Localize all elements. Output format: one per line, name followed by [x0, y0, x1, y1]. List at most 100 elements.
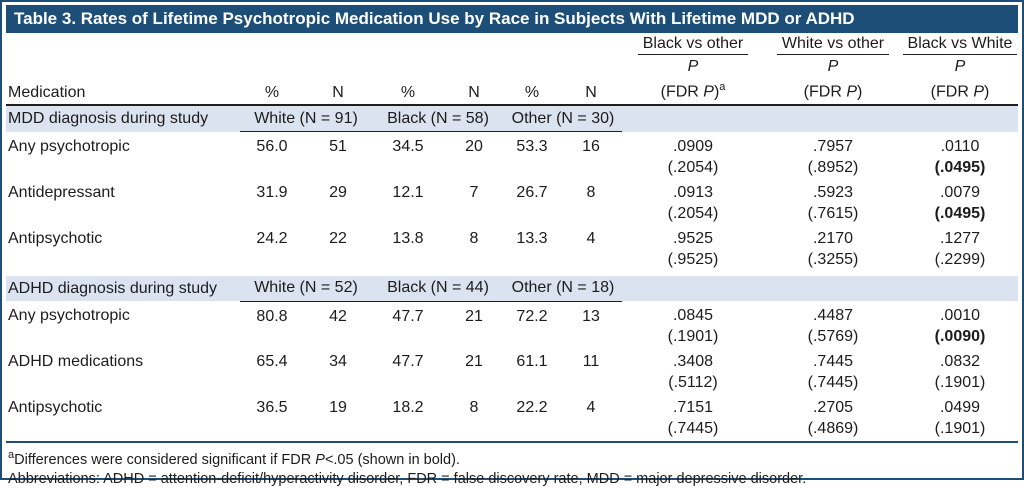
p-value: .5923	[812, 183, 854, 201]
p-value-cell: .9525 (.9525)	[622, 224, 764, 270]
footnote-line: aDifferences were considered significant…	[8, 449, 460, 469]
p-value: .7151	[672, 399, 714, 417]
p-value: .7957	[812, 137, 854, 155]
p-value-cell: .4487 (.5769)	[764, 301, 902, 347]
fdr-p-value: (.7445)	[667, 420, 719, 438]
race-group-header: Black (N = 58)	[372, 105, 504, 133]
medication-name: Antipsychotic	[8, 229, 103, 247]
value-cell: 4	[586, 399, 596, 417]
p-value-cell: .0832 (.1901)	[902, 347, 1018, 393]
p-value: .0832	[939, 353, 981, 371]
data-table: Medication % N % N % N Black vs other P …	[6, 35, 1018, 439]
value-cell: 13	[582, 307, 600, 325]
header-white-vs-other: White vs other P (FDR P)	[764, 35, 902, 107]
p-value: .0499	[939, 399, 981, 417]
p-value-cell: .7151 (.7445)	[622, 393, 764, 439]
group-row: MDD diagnosis during study White (N = 91)…	[6, 105, 1018, 133]
group-name: MDD diagnosis during study	[6, 105, 240, 132]
pct-header-other: %	[504, 35, 560, 107]
fdr-p-value: (.0495)	[934, 204, 986, 222]
value-cell: 56.0	[256, 138, 288, 156]
p-value: .4487	[812, 307, 854, 325]
p-value: .0010	[939, 307, 981, 325]
medication-name: Any psychotropic	[8, 137, 130, 155]
p-value: .0110	[940, 137, 980, 155]
value-cell: 12.1	[392, 183, 424, 201]
group-band-fill	[622, 275, 764, 302]
header-black-vs-other: Black vs other P (FDR P)a	[622, 35, 764, 107]
value-cell: 22.2	[516, 399, 548, 417]
p-symbol: P	[687, 58, 699, 75]
p-value: .7445	[812, 353, 854, 371]
value-cell: 31.9	[256, 183, 288, 201]
group-band-fill	[764, 275, 902, 302]
p-value-cell: .7957 (.8952)	[764, 132, 902, 178]
fdr-p-value: (.0495)	[934, 158, 986, 176]
fdr-p-value: (.2054)	[667, 158, 719, 176]
fdr-p-value: (.0090)	[934, 328, 986, 346]
header-row: Medication % N % N % N Black vs other P …	[6, 35, 1018, 107]
table-row: Any psychotropic 80.8 42 47.7 21 72.2 13 .0845 (…	[6, 301, 1018, 347]
p-value: .1277	[939, 229, 981, 247]
p-value: .0909	[672, 137, 714, 155]
fdr-p-label: (FDR P)	[930, 83, 990, 101]
comparison-label: Black vs White	[902, 35, 1018, 55]
medication-name: Antidepressant	[8, 183, 115, 201]
p-value-cell: .0909 (.2054)	[622, 132, 764, 178]
value-cell: 21	[465, 353, 483, 371]
p-value: .0845	[672, 307, 714, 325]
fdr-p-value: (.4869)	[807, 420, 859, 438]
value-cell: 42	[329, 307, 347, 325]
medication-name: Antipsychotic	[8, 399, 103, 417]
p-value: .2705	[812, 399, 854, 417]
fdr-p-label: (FDR P)	[803, 83, 863, 101]
table-row: ADHD medications 65.4 34 47.7 21 61.1 11 .3408 (…	[6, 347, 1018, 393]
p-value-cell: .0913 (.2054)	[622, 178, 764, 224]
p-value-cell: .0845 (.1901)	[622, 301, 764, 347]
value-cell: 65.4	[256, 353, 288, 371]
header-black-vs-white: Black vs White P (FDR P)	[902, 35, 1018, 107]
table-row: Antidepressant 31.9 29 12.1 7 26.7 8 .0913 (.205…	[6, 178, 1018, 224]
fdr-p-value: (.8952)	[807, 158, 859, 176]
fdr-p-value: (.9525)	[667, 250, 719, 268]
fdr-p-value: (.7445)	[807, 374, 859, 392]
pct-header-white: %	[240, 35, 304, 107]
medication-name: ADHD medications	[8, 353, 144, 371]
value-cell: 8	[469, 229, 479, 247]
p-value-cell: .1277 (.2299)	[902, 224, 1018, 270]
fdr-p-value: (.1901)	[934, 374, 986, 392]
fdr-p-label: (FDR P)a	[660, 81, 726, 101]
value-cell: 18.2	[392, 399, 424, 417]
p-value-cell: .0110 (.0495)	[902, 132, 1018, 178]
fdr-p-value: (.7615)	[807, 204, 859, 222]
value-cell: 53.3	[516, 138, 548, 156]
value-cell: 29	[329, 183, 347, 201]
p-value: .9525	[672, 229, 714, 247]
value-cell: 34	[329, 353, 347, 371]
value-cell: 36.5	[256, 399, 288, 417]
n-header-other: N	[560, 35, 622, 107]
group-band-fill	[902, 275, 1018, 302]
group-band-fill	[622, 105, 764, 132]
group-band-fill	[764, 105, 902, 132]
n-header-black: N	[444, 35, 504, 107]
table-row: Antipsychotic 24.2 22 13.8 8 13.3 4 .9525 (.9525…	[6, 224, 1018, 270]
medication-name: Any psychotropic	[8, 307, 130, 325]
value-cell: 80.8	[256, 307, 288, 325]
value-cell: 16	[582, 138, 600, 156]
p-value: .2170	[812, 229, 854, 247]
p-value-cell: .3408 (.5112)	[622, 347, 764, 393]
value-cell: 34.5	[392, 138, 424, 156]
fdr-p-value: (.2299)	[934, 250, 986, 268]
p-value-cell: .2705 (.4869)	[764, 393, 902, 439]
p-value-cell: .0499 (.1901)	[902, 393, 1018, 439]
fdr-p-value: (.5112)	[668, 374, 718, 392]
race-group-header: Other (N = 18)	[504, 275, 622, 302]
p-value-cell: .7445 (.7445)	[764, 347, 902, 393]
fdr-p-value: (.2054)	[667, 204, 719, 222]
fdr-p-value: (.5769)	[807, 328, 859, 346]
medication-column-header: Medication	[6, 35, 240, 107]
value-cell: 72.2	[516, 307, 548, 325]
value-cell: 47.7	[392, 307, 424, 325]
